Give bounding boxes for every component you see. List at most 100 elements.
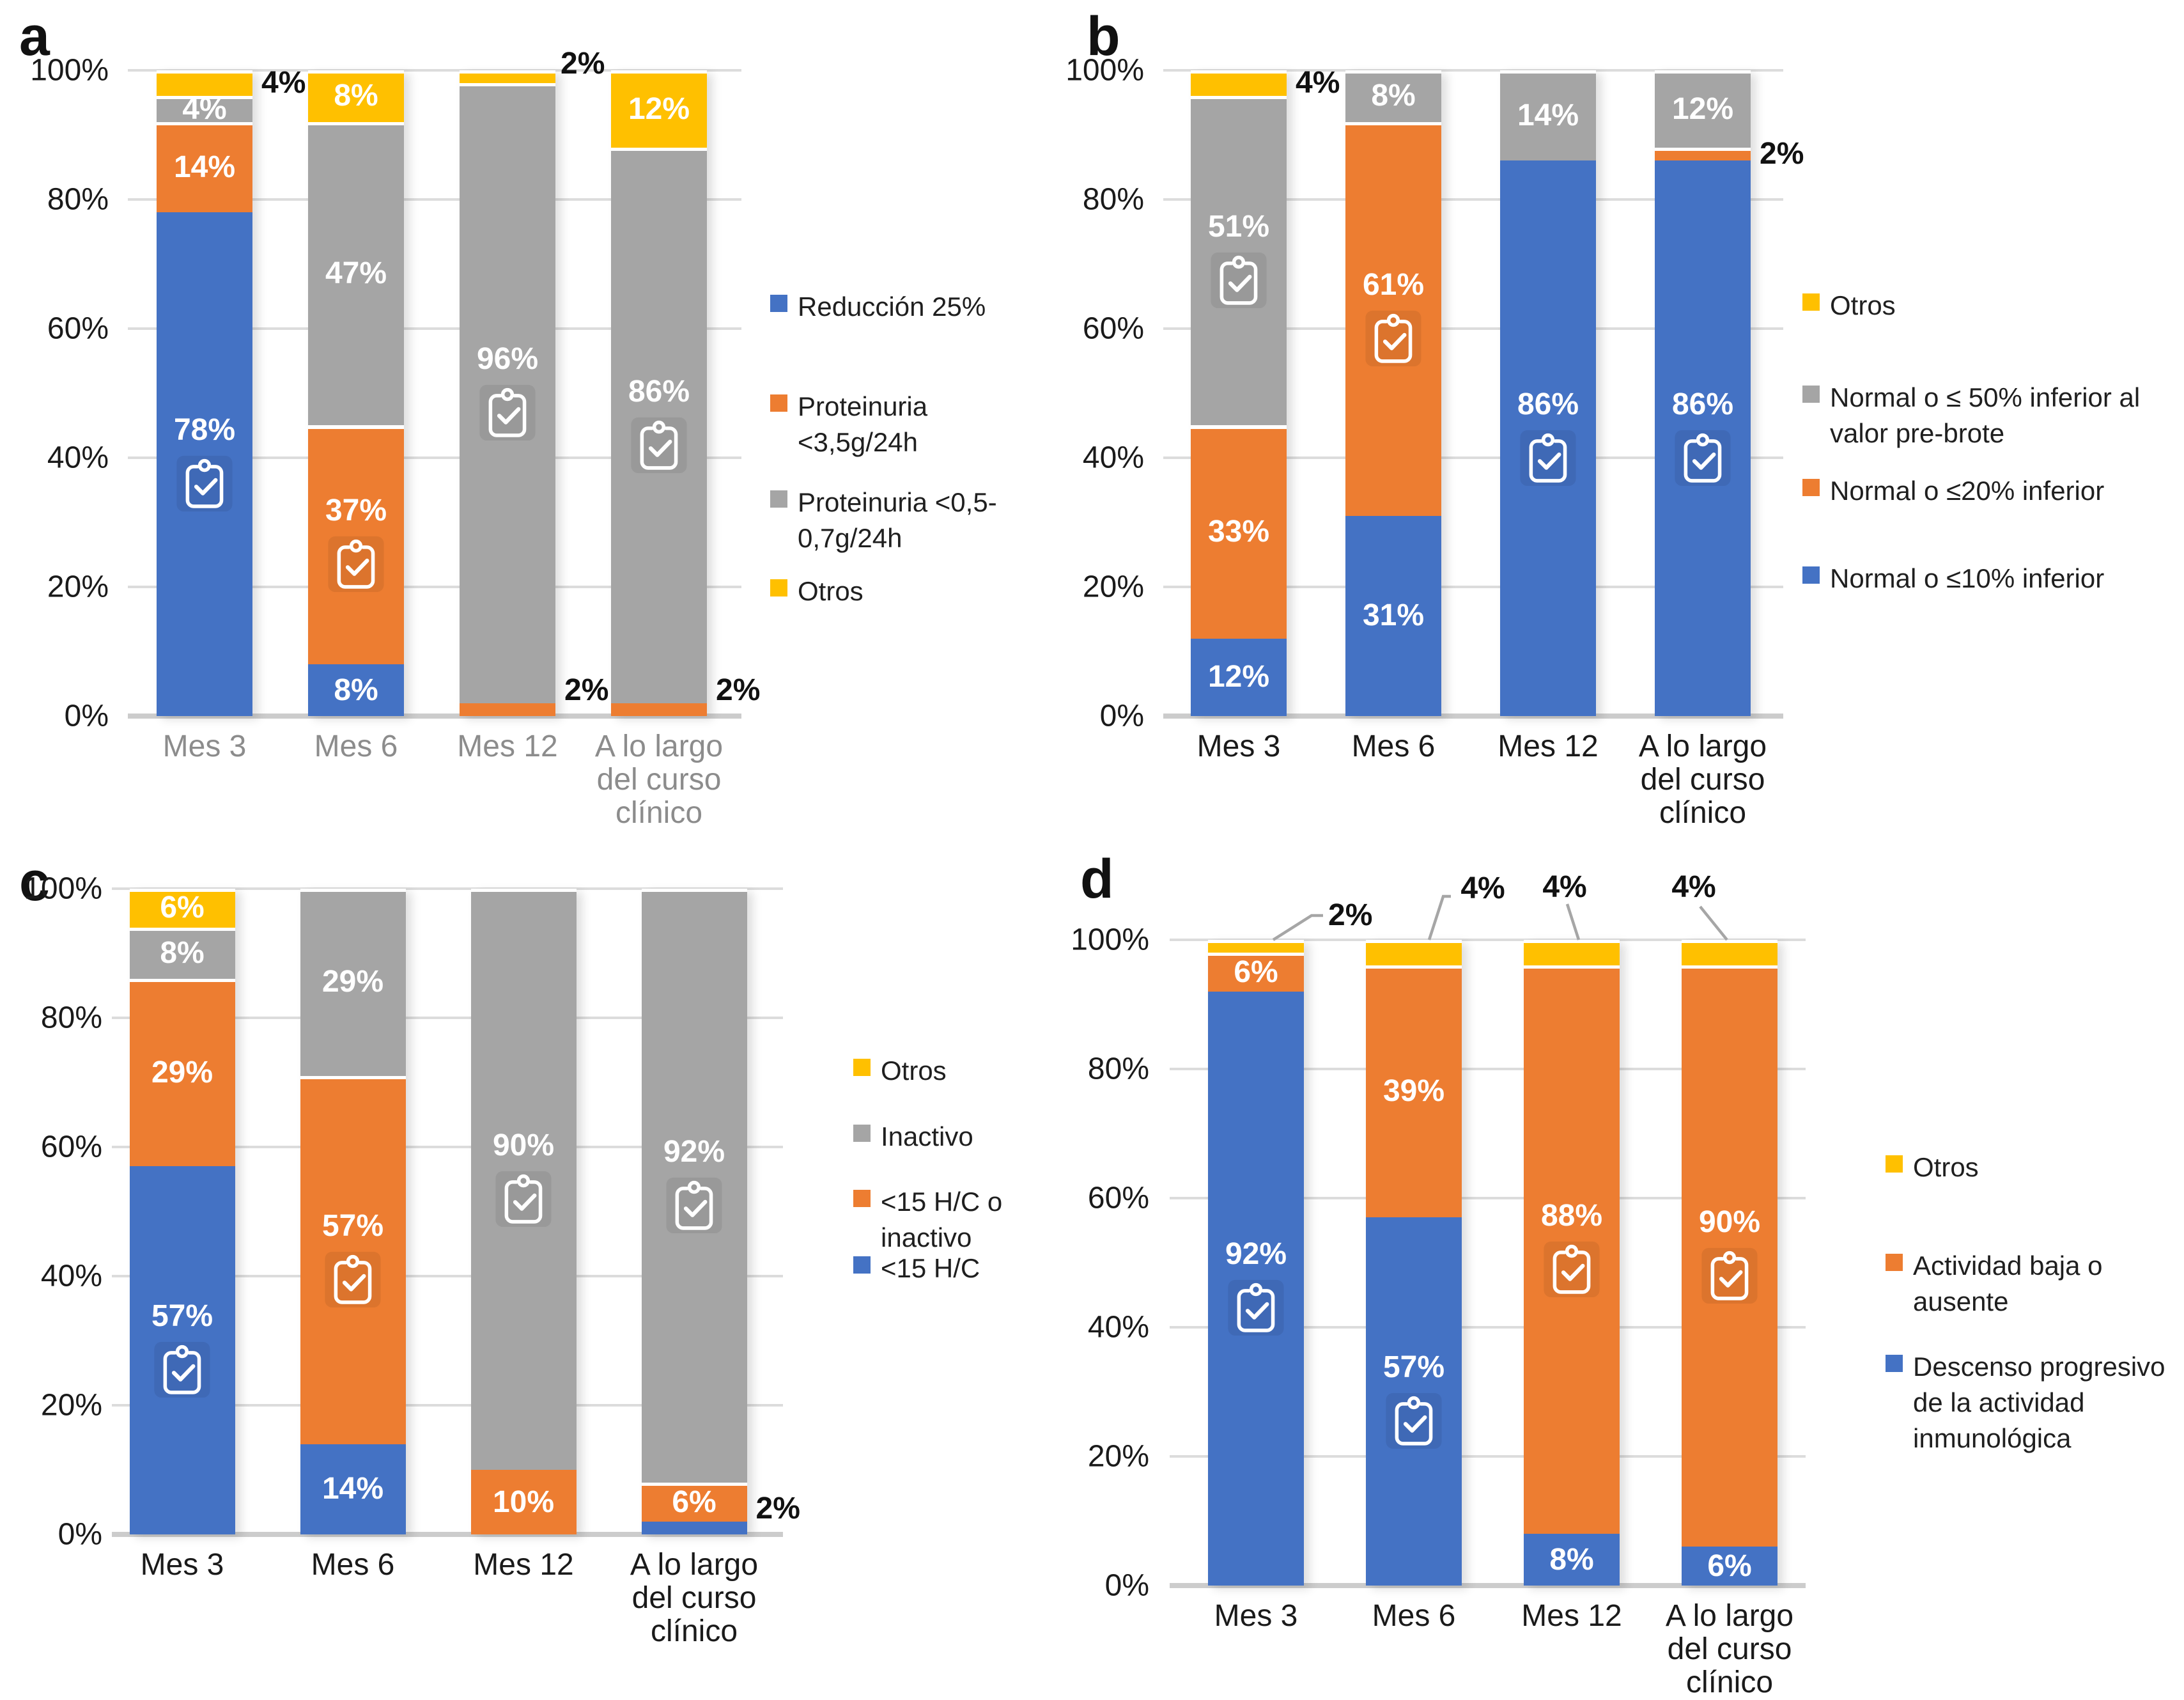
y-tick-label: 100% [30, 53, 109, 88]
data-label: 47% [325, 258, 387, 289]
data-label-text: 31% [1362, 598, 1425, 633]
panel-letter-c: c [19, 851, 50, 912]
legend-item: Proteinuria <3,5g/24h [770, 389, 927, 460]
data-label: 92% [663, 1136, 725, 1235]
data-label-text: 12% [1671, 91, 1734, 126]
x-category-label: A lo largo [594, 729, 724, 763]
data-label-text: 12% [628, 91, 690, 126]
y-tick-label: 60% [40, 1130, 102, 1164]
bar-segment [1682, 1547, 1777, 1586]
bar-segment [641, 1483, 747, 1522]
data-label-text: 96% [476, 342, 539, 376]
data-label-text: 47% [325, 256, 387, 291]
data-label: 57% [322, 1210, 383, 1309]
clipboard-check-icon [631, 417, 687, 473]
x-category-label: del curso [631, 1581, 757, 1615]
gridline [128, 327, 741, 330]
y-tick-label: 100% [24, 871, 102, 906]
gridline [1163, 69, 1783, 72]
legend-label: Normal o ≤ 50% inferior al valor pre-brot… [1830, 382, 2141, 448]
data-label-outside: 2% [564, 673, 609, 707]
legend-label: Proteinuria <3,5g/24h [798, 391, 928, 457]
bar-segment [300, 889, 406, 1076]
legend-label: Reducción 25% [798, 292, 986, 322]
gridline [1163, 198, 1783, 201]
bar-segment [308, 121, 404, 426]
bar-segment [470, 1470, 577, 1534]
data-label-text: 4% [182, 91, 227, 126]
legend-item: Descenso progresivo de la actividad inmuno… [1886, 1349, 2165, 1456]
data-label: 29% [322, 967, 383, 997]
clipboard-check-icon [154, 1342, 210, 1398]
bar-segment [1524, 940, 1620, 966]
bar-segment [1500, 70, 1596, 161]
data-label-text: 33% [1207, 515, 1270, 549]
data-label: 90% [493, 1130, 554, 1229]
bar-segment [1524, 965, 1620, 1534]
bar-segment [157, 121, 252, 213]
legend-swatch [1802, 479, 1820, 496]
legend-swatch [1886, 1254, 1903, 1271]
gridline [112, 1146, 783, 1148]
bar-segment [1655, 148, 1751, 161]
bar-segment [1682, 965, 1777, 1547]
bar-segment [157, 212, 252, 716]
gridline [1163, 586, 1783, 588]
y-tick-label: 0% [58, 1517, 102, 1552]
panel-letter-b: b [1087, 6, 1120, 67]
clipboard-check-icon [479, 384, 536, 441]
legend-item: Otros [853, 1053, 947, 1089]
data-label-text: 51% [1207, 209, 1270, 244]
data-label-callout: 4% [1542, 870, 1587, 904]
legend-swatch [853, 1125, 871, 1142]
data-label: 6% [160, 893, 204, 923]
data-label: 4% [182, 91, 227, 126]
bar-segment [129, 979, 235, 1167]
data-label-outside: 2% [716, 673, 761, 707]
data-label-callout: 4% [1671, 870, 1716, 904]
legend-swatch [1802, 293, 1820, 311]
x-axis-line [1170, 1583, 1806, 1588]
gridline [112, 1017, 783, 1019]
data-label: 78% [174, 415, 235, 513]
legend-label: Normal o ≤10% inferior [1830, 563, 2105, 593]
data-label-text: 86% [1671, 387, 1734, 421]
panel-c: c 100% 80% 60% 40% 20% 0% 57% 29% 8% 6% Mes 3 14% 57… [0, 850, 1087, 1700]
y-tick-label: 40% [1082, 441, 1144, 475]
bar-segment [1208, 953, 1304, 992]
gridline [1170, 1068, 1806, 1070]
data-label: 31% [1363, 600, 1424, 631]
legend-label: Proteinuria <0,5- 0,7g/24h [798, 487, 997, 553]
data-label-text: 6% [1234, 955, 1278, 989]
data-label-text: 29% [151, 1055, 213, 1089]
y-tick-label: 20% [1082, 570, 1144, 604]
panel-letter-a: a [19, 6, 50, 67]
data-label: 14% [322, 1474, 383, 1504]
data-label: 37% [325, 495, 387, 594]
legend-swatch [770, 394, 787, 412]
clipboard-check-icon [1365, 310, 1421, 366]
legend-swatch [770, 490, 787, 508]
legend-item: Normal o ≤10% inferior [1802, 561, 2104, 597]
data-label: 14% [1517, 100, 1579, 131]
gridline [1170, 1455, 1806, 1458]
data-label: 51% [1207, 209, 1270, 310]
legend-label: Otros [798, 576, 864, 606]
bar-segment [157, 96, 252, 122]
legend-item: Proteinuria <0,5- 0,7g/24h [770, 485, 997, 556]
bar-segment [1345, 121, 1441, 516]
clipboard-check-icon [1386, 1393, 1442, 1449]
clipboard-check-icon [666, 1177, 722, 1233]
data-label-text: 8% [334, 79, 378, 113]
data-label: 29% [151, 1057, 213, 1088]
bar-segment [611, 703, 707, 716]
bar-segment [1191, 96, 1287, 426]
legend-item: Otros [1886, 1150, 1979, 1185]
bar-segment [1345, 70, 1441, 122]
bar-segment [1191, 70, 1287, 97]
bar-segment [157, 70, 252, 97]
bar-segment [460, 70, 555, 84]
data-label: 8% [1371, 81, 1415, 111]
legend-label: <15 H/C [881, 1253, 980, 1283]
data-label-text: 14% [173, 150, 236, 184]
